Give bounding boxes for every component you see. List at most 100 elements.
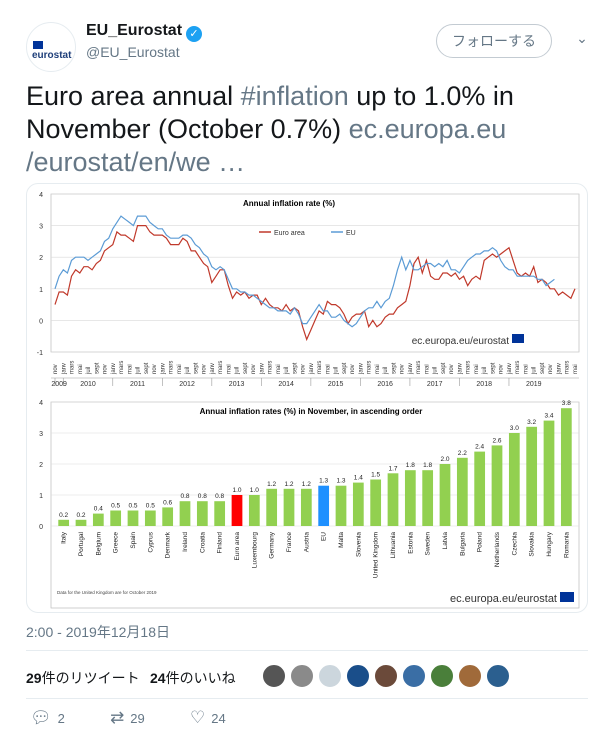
liker-avatar[interactable] xyxy=(318,664,342,688)
line-month-tick-label: janv xyxy=(309,363,315,375)
bar-y-tick-label: 0 xyxy=(39,524,43,531)
bar-value-label: 1.3 xyxy=(336,478,345,485)
retweet-stat-num: 29 xyxy=(26,670,42,686)
line-month-tick-label: janv xyxy=(111,363,117,375)
tweet-timestamp[interactable]: 2:00 - 2019年12月18日 xyxy=(26,624,170,640)
line-month-tick-label: mai xyxy=(375,364,381,374)
bar-value-label: 2.4 xyxy=(475,444,484,451)
bar-cyprus xyxy=(144,510,156,526)
retweet-icon: ⇄ xyxy=(110,708,125,727)
like-stat-label: 件のいいね xyxy=(165,670,236,686)
bar-value-label: 3.0 xyxy=(510,425,519,432)
line-month-tick-label: juil xyxy=(185,367,191,375)
liker-avatar[interactable] xyxy=(458,664,482,688)
line-y-tick-label: 2 xyxy=(39,255,43,262)
avatar[interactable]: eurostat xyxy=(26,22,76,72)
tweet-actions: 💬︎ 2 ⇄ 29 ♡ 24 xyxy=(26,708,326,732)
line-month-tick-label: sept xyxy=(193,362,199,374)
tweet-url-link[interactable]: ec.europa.eu /eurostat/en/we … xyxy=(26,114,507,177)
reply-button[interactable]: 💬︎ 2 xyxy=(30,708,65,728)
line-watermark: ec.europa.eu/eurostat xyxy=(412,336,510,347)
tweet-text-part1: Euro area annual xyxy=(26,81,241,111)
bar-value-label: 1.8 xyxy=(423,462,432,469)
line-month-tick-label: nov xyxy=(202,364,208,374)
like-button[interactable]: ♡ 24 xyxy=(190,708,226,728)
line-month-tick-label: mars xyxy=(268,361,274,374)
bar-denmark xyxy=(162,507,174,526)
bar-portugal xyxy=(75,519,87,526)
bar-category-label: Italy xyxy=(61,531,68,544)
heart-icon: ♡ xyxy=(190,708,206,727)
line-month-tick-label: nov xyxy=(548,364,554,374)
chevron-down-icon[interactable]: ⌄ xyxy=(576,30,588,46)
bar-value-label: 1.2 xyxy=(284,481,293,488)
account-handle[interactable]: @EU_Eurostat xyxy=(86,44,180,60)
eu-flag-icon xyxy=(33,41,43,49)
line-month-tick-label: juil xyxy=(482,367,488,375)
line-month-tick-label: mai xyxy=(127,364,133,374)
line-month-tick-label: mars xyxy=(317,361,323,374)
line-month-tick-label: janv xyxy=(507,363,513,375)
bar-category-label: Slovenia xyxy=(355,532,362,557)
liker-avatar[interactable] xyxy=(402,664,426,688)
liker-avatar[interactable] xyxy=(374,664,398,688)
line-month-tick-label: nov xyxy=(152,364,158,374)
bar-bulgaria xyxy=(456,457,468,526)
bar-value-label: 0.5 xyxy=(111,503,120,510)
retweet-stat-label: 件のリツイート xyxy=(41,670,140,686)
year-label: 2012 xyxy=(179,381,195,388)
tweet-media-image[interactable]: -1 0 1 2 3 4 Annual inflation rate (%) Euro are… xyxy=(26,183,588,613)
line-month-tick-label: juil xyxy=(86,367,92,375)
line-month-tick-label: sept xyxy=(441,362,447,374)
hashtag-link[interactable]: #inflation xyxy=(240,81,349,111)
liker-avatar[interactable] xyxy=(430,664,454,688)
bar-category-label: Romania xyxy=(563,532,570,558)
bar-category-label: Euro area xyxy=(234,532,241,561)
display-name[interactable]: EU_Eurostat ✓ xyxy=(86,22,203,42)
retweet-stat[interactable]: 29件のリツイート xyxy=(26,668,140,688)
bar-value-label: 0.6 xyxy=(163,499,172,506)
bar-value-label: 3.2 xyxy=(527,419,536,426)
line-month-tick-label: nov xyxy=(400,364,406,374)
bar-category-label: Sweden xyxy=(425,532,432,556)
bar-value-label: 3.8 xyxy=(562,400,571,407)
line-month-tick-label: juil xyxy=(334,367,340,375)
line-y-tick-label: 4 xyxy=(39,192,43,199)
follow-button[interactable]: フォローする xyxy=(436,24,552,58)
line-month-tick-label: mai xyxy=(474,364,480,374)
liker-avatar[interactable] xyxy=(486,664,510,688)
retweet-button[interactable]: ⇄ 29 xyxy=(110,708,145,728)
liker-avatar[interactable] xyxy=(262,664,286,688)
bar-lithuania xyxy=(387,473,399,526)
engagement-stats: 29件のリツイート 24件のいいね xyxy=(26,660,588,692)
bar-netherlands xyxy=(491,445,503,526)
line-month-tick-label: sept xyxy=(391,362,397,374)
line-month-tick-label: nov xyxy=(449,364,455,374)
line-month-tick-label: juil xyxy=(235,367,241,375)
verified-badge-icon: ✓ xyxy=(186,26,203,42)
bar-category-label: Luxembourg xyxy=(251,532,258,569)
like-stat[interactable]: 24件のいいね xyxy=(150,668,236,688)
year-label: 2015 xyxy=(328,381,344,388)
bar-croatia xyxy=(196,501,208,526)
line-month-tick-label: mai xyxy=(424,364,430,374)
liker-avatar[interactable] xyxy=(290,664,314,688)
line-month-tick-label: janv xyxy=(61,363,67,375)
line-y-tick-label: 0 xyxy=(39,318,43,325)
retweet-count: 29 xyxy=(130,710,145,726)
bar-category-label: Portugal xyxy=(78,531,85,556)
liker-avatar[interactable] xyxy=(346,664,370,688)
bar-category-label: Finland xyxy=(217,532,224,554)
bar-hungary xyxy=(543,420,555,526)
bar-value-label: 0.8 xyxy=(180,493,189,500)
bar-slovenia xyxy=(352,482,364,526)
line-month-tick-label: nov xyxy=(499,364,505,374)
bar-value-label: 1.5 xyxy=(371,472,380,479)
line-month-tick-label: juil xyxy=(433,367,439,375)
like-count: 24 xyxy=(211,710,226,726)
line-month-tick-label: sept xyxy=(292,362,298,374)
bar-austria xyxy=(300,488,312,526)
line-month-tick-label: juil xyxy=(284,367,290,375)
bar-eu xyxy=(318,485,330,526)
eu-flag-icon xyxy=(512,334,524,343)
